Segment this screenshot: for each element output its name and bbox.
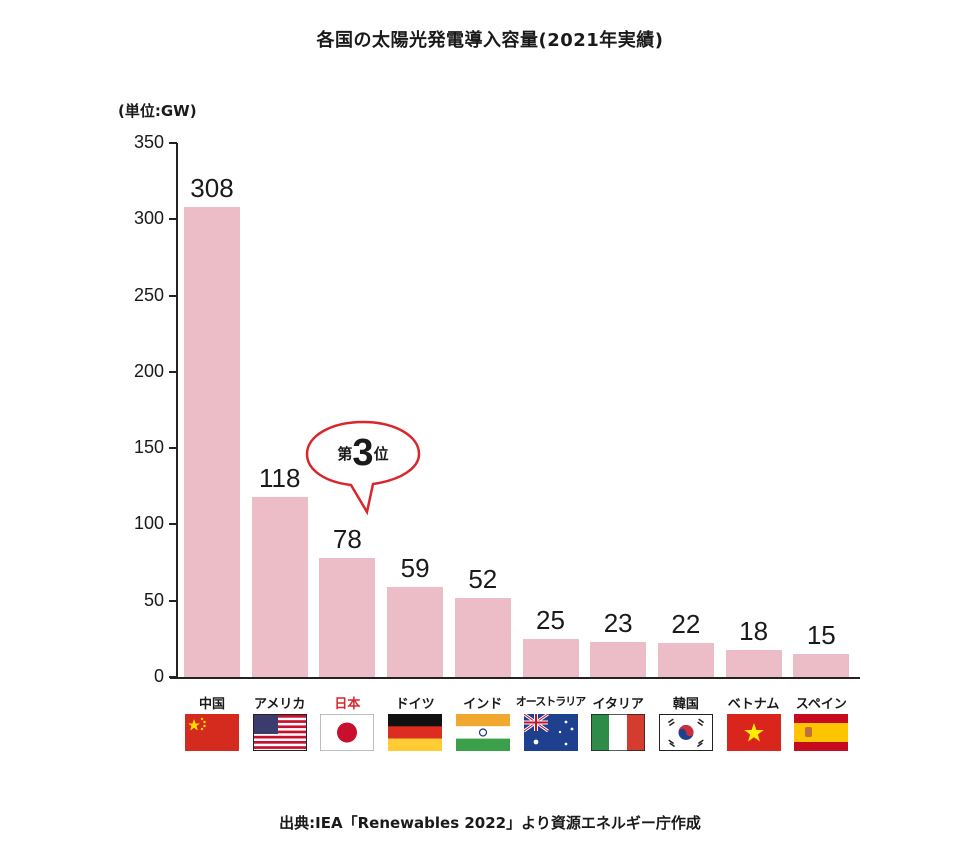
japan-flag-icon — [320, 714, 375, 751]
country-label: 日本 — [334, 697, 361, 712]
bar-value-label: 308 — [190, 173, 234, 204]
country-label: インド — [463, 697, 503, 712]
india-flag-icon — [455, 714, 510, 751]
y-tick-label: 50 — [143, 589, 164, 610]
y-tick — [169, 523, 177, 526]
y-tick-label: 200 — [133, 360, 164, 381]
bar-value-label: 25 — [536, 604, 565, 635]
country-label: 韓国 — [672, 697, 699, 712]
germany-flag-icon — [388, 714, 443, 751]
country-label: スペイン — [795, 697, 847, 712]
bar-value-label: 118 — [258, 462, 301, 493]
country-label: 中国 — [198, 697, 225, 712]
y-tick-label: 250 — [133, 284, 164, 305]
bar — [251, 496, 308, 677]
callout-suffix: 位 — [373, 445, 389, 463]
country-label: オーストラリア — [515, 695, 586, 708]
chart-title: 各国の太陽光発電導入容量(2021年実績) — [316, 30, 664, 51]
bar — [184, 207, 240, 677]
y-tick — [169, 447, 177, 450]
bar — [319, 557, 376, 677]
bar — [387, 586, 444, 677]
bar-value-label: 52 — [468, 563, 498, 594]
bar — [590, 641, 647, 677]
source-note: 出典:IEA「Renewables 2022」より資源エネルギー庁作成 — [279, 814, 701, 832]
bar — [725, 649, 782, 677]
china-flag-icon — [185, 714, 239, 751]
unit-label: (単位:GW) — [118, 102, 197, 120]
speech-bubble-icon — [305, 420, 421, 516]
y-tick — [169, 599, 177, 602]
vietnam-flag-icon — [726, 714, 781, 751]
country-label: イタリア — [592, 697, 644, 712]
bar-value-label: 18 — [739, 615, 769, 646]
spain-flag-icon — [794, 714, 849, 751]
callout-rank: 3 — [352, 432, 374, 474]
bar-value-label: 15 — [806, 620, 836, 651]
country-label: ベトナム — [727, 697, 780, 712]
bar — [793, 654, 850, 677]
y-tick — [169, 142, 177, 144]
country-label: アメリカ — [254, 697, 306, 712]
bar-value-label: 23 — [603, 607, 633, 638]
italy-flag-icon — [591, 714, 646, 751]
bar — [454, 597, 511, 677]
rank-callout: 第3位 — [303, 418, 423, 522]
korea-flag-icon — [658, 714, 713, 751]
usa-flag-icon — [252, 714, 307, 751]
y-tick-label: 350 — [133, 132, 164, 152]
y-tick — [169, 294, 177, 297]
y-tick-label: 150 — [133, 437, 164, 458]
y-tick — [169, 218, 177, 221]
y-tick-label: 300 — [133, 208, 164, 229]
bar-value-label: 59 — [400, 552, 430, 583]
callout-prefix: 第 — [337, 445, 353, 463]
bar-value-label: 22 — [671, 609, 701, 640]
bar-value-label: 78 — [332, 523, 362, 554]
y-tick-label: 100 — [133, 513, 164, 534]
bar — [522, 638, 579, 677]
y-tick-label: 0 — [153, 666, 164, 686]
australia-flag-icon — [523, 714, 578, 751]
y-tick — [169, 370, 177, 373]
bar — [657, 643, 714, 677]
y-axis-line — [176, 143, 178, 678]
country-label: ドイツ — [395, 697, 435, 712]
x-axis-line — [170, 677, 860, 679]
